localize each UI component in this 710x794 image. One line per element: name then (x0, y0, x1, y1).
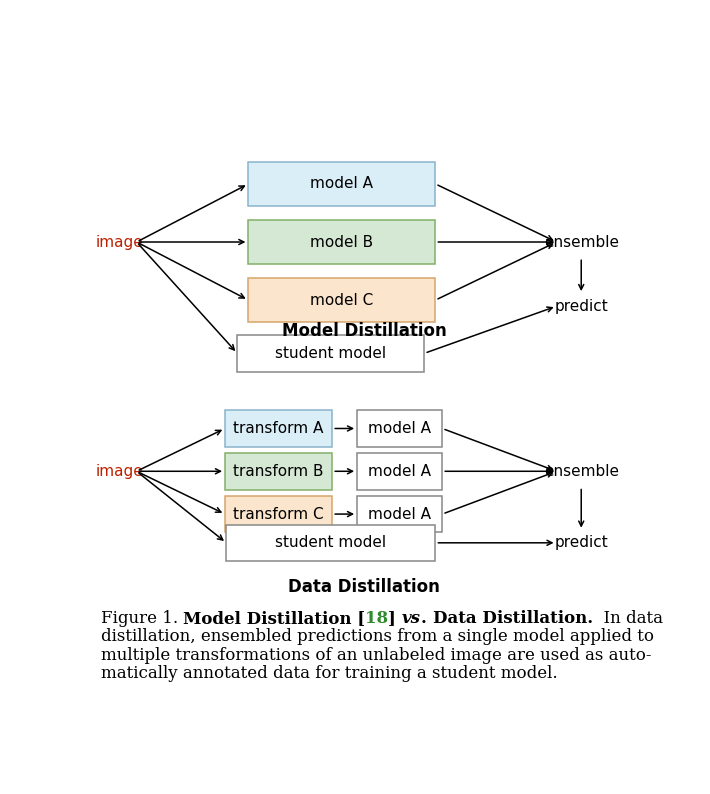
Text: transform A: transform A (234, 421, 324, 436)
Text: model A: model A (310, 176, 373, 191)
Text: In data: In data (593, 610, 663, 627)
Text: Figure 1.: Figure 1. (101, 610, 183, 627)
Text: Model Distillation [: Model Distillation [ (183, 610, 366, 627)
Text: student model: student model (275, 535, 386, 550)
Text: ensemble: ensemble (544, 464, 618, 479)
Text: image: image (95, 234, 143, 249)
FancyBboxPatch shape (357, 410, 442, 447)
Text: multiple transformations of an unlabeled image are used as auto-: multiple transformations of an unlabeled… (101, 647, 651, 664)
FancyBboxPatch shape (248, 220, 435, 264)
FancyBboxPatch shape (225, 410, 332, 447)
FancyBboxPatch shape (248, 278, 435, 322)
Text: distillation, ensembled predictions from a single model applied to: distillation, ensembled predictions from… (101, 628, 654, 646)
Text: predict: predict (555, 299, 608, 314)
FancyBboxPatch shape (237, 335, 425, 372)
Text: ensemble: ensemble (544, 234, 618, 249)
Text: model A: model A (368, 507, 431, 522)
FancyBboxPatch shape (225, 453, 332, 490)
Text: 18: 18 (366, 610, 388, 627)
Text: transform C: transform C (234, 507, 324, 522)
Text: Data Distillation.: Data Distillation. (432, 610, 593, 627)
Text: vs: vs (402, 610, 421, 627)
Text: predict: predict (555, 535, 608, 550)
Text: matically annotated data for training a student model.: matically annotated data for training a … (101, 665, 557, 682)
Text: student model: student model (275, 345, 386, 360)
FancyBboxPatch shape (357, 495, 442, 533)
Text: Data Distillation: Data Distillation (288, 579, 439, 596)
FancyBboxPatch shape (225, 495, 332, 533)
Text: model C: model C (310, 293, 373, 307)
FancyBboxPatch shape (226, 525, 435, 561)
Text: ]: ] (388, 610, 402, 627)
Text: image: image (95, 464, 143, 479)
FancyBboxPatch shape (357, 453, 442, 490)
Text: .: . (421, 610, 432, 627)
Text: model A: model A (368, 464, 431, 479)
Text: transform B: transform B (234, 464, 324, 479)
FancyBboxPatch shape (248, 162, 435, 206)
Text: model A: model A (368, 421, 431, 436)
Text: model B: model B (310, 234, 373, 249)
Text: Model Distillation: Model Distillation (281, 322, 447, 340)
